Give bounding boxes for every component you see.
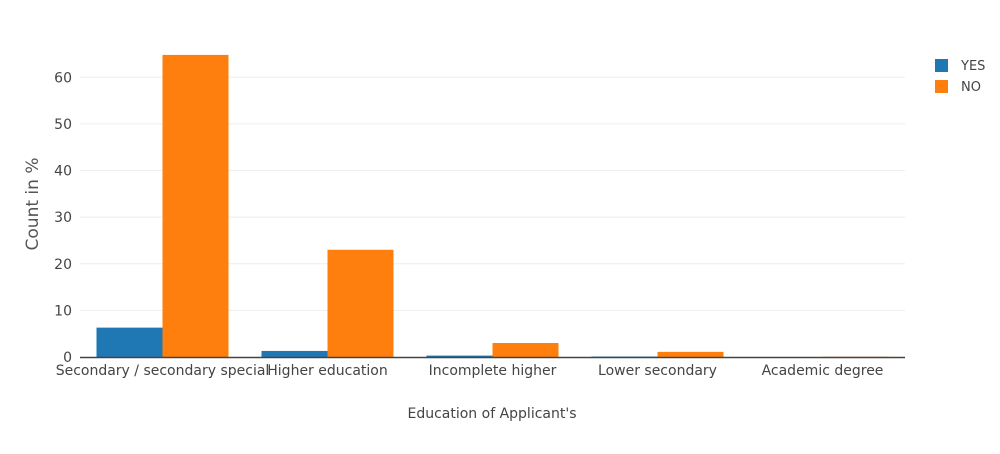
legend-label-yes: YES — [960, 59, 985, 74]
legend-label-no: NO — [961, 80, 981, 95]
x-tick-label: Lower secondary — [598, 363, 717, 379]
y-tick-label: 10 — [54, 303, 72, 319]
bar-no-4 — [658, 352, 724, 357]
y-axis-title: Count in % — [23, 158, 43, 251]
legend-swatch-yes — [935, 59, 948, 72]
y-tick-label: 20 — [54, 257, 72, 273]
x-tick-label: Secondary / secondary special — [56, 363, 270, 379]
bar-yes-2 — [262, 351, 328, 357]
bar-no-1 — [163, 55, 229, 357]
legend-swatch-no — [935, 80, 948, 93]
x-tick-label: Academic degree — [762, 363, 884, 379]
y-tick-label: 50 — [54, 117, 72, 133]
x-tick-label: Incomplete higher — [429, 363, 557, 379]
bar-no-2 — [328, 250, 394, 357]
bar-yes-1 — [97, 328, 163, 357]
bar-no-3 — [493, 343, 559, 357]
x-tick-label: Higher education — [267, 363, 387, 379]
legend: YES NO — [935, 59, 985, 95]
y-tick-label: 30 — [54, 210, 72, 226]
bars — [97, 55, 889, 357]
y-tick-label: 60 — [54, 70, 72, 86]
y-tick-label: 40 — [54, 164, 72, 180]
x-axis-title: Education of Applicant's — [407, 406, 576, 422]
